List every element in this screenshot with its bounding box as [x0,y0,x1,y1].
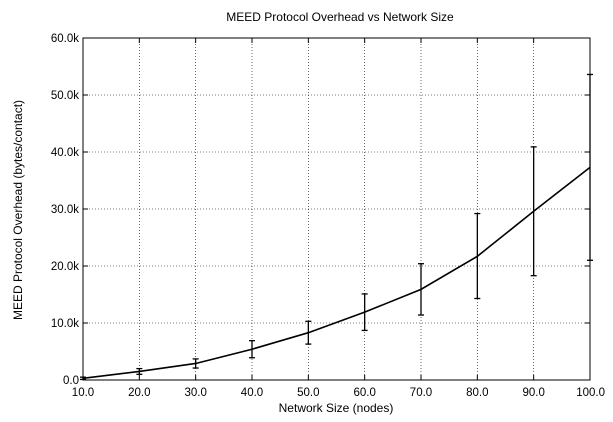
error-bar [587,73,593,261]
chart-title: MEED Protocol Overhead vs Network Size [226,10,454,24]
y-tick-label: 40.0k [51,147,79,159]
y-axis-label: MEED Protocol Overhead (bytes/contact) [11,100,25,320]
x-tick-label: 100.0 [576,387,605,399]
x-tick-label: 70.0 [410,387,432,399]
y-tick-label: 60.0k [51,33,79,45]
x-tick-label: 30.0 [184,387,206,399]
x-tick-label: 90.0 [522,387,544,399]
x-tick-label: 60.0 [353,387,375,399]
plot-frame [82,37,591,381]
x-tick-label: 80.0 [466,387,488,399]
grid-layer [83,38,590,380]
tick-layer: 0.0 10.0k 20.0k 30.0k 40.0k 50.0k 60.0k 10.0 20.… [51,33,605,399]
x-tick-label: 50.0 [297,387,319,399]
x-tick-label: 10.0 [72,387,94,399]
x-tick-label: 40.0 [241,387,263,399]
x-tick-label: 20.0 [128,387,150,399]
x-axis-label: Network Size (nodes) [279,401,394,415]
series-line [82,166,591,380]
y-tick-label: 50.0k [51,90,79,102]
y-tick-label: 0.0 [63,375,79,387]
errorbar-layer [80,73,593,381]
y-tick-label: 10.0k [51,318,79,330]
y-tick-label: 30.0k [51,204,79,216]
y-tick-label: 20.0k [51,261,79,273]
